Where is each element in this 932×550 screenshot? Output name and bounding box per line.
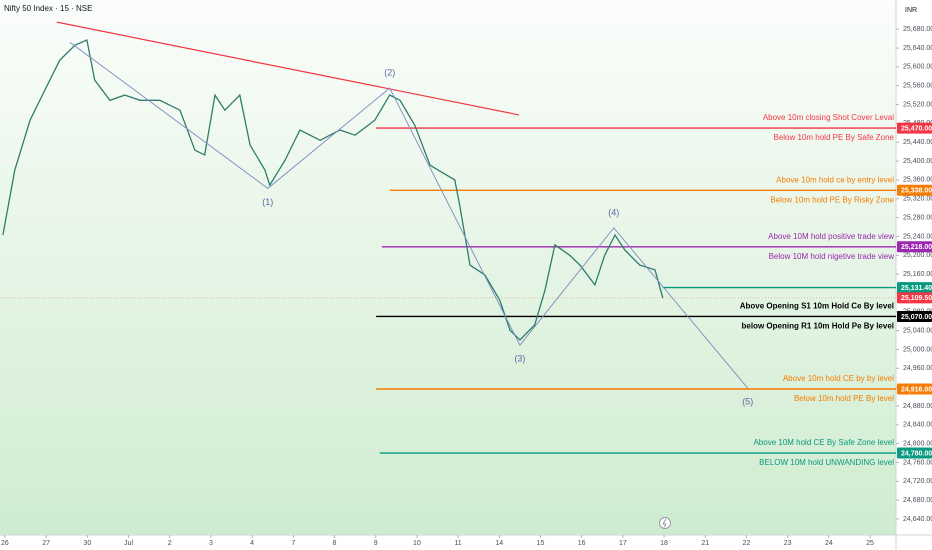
x-tick-label: 4 (250, 540, 254, 547)
price-badge (897, 184, 932, 196)
price-badge-label: 24,780.00 (901, 450, 932, 457)
y-tick-label: 25,360.00 (903, 177, 932, 184)
wave-line (69, 42, 749, 389)
price-badge (897, 122, 932, 134)
y-tick-label: 25,160.00 (903, 271, 932, 278)
x-tick-label: 27 (42, 540, 50, 547)
y-tick-label: 24,880.00 (903, 403, 932, 410)
x-tick-label: 16 (578, 540, 586, 547)
y-tick-label: 24,960.00 (903, 365, 932, 372)
price-badge-label: 24,916.00 (901, 386, 932, 393)
plot-background (0, 0, 896, 535)
level-note: Below 10m hold PE By Safe Zone (773, 133, 894, 142)
price-badge-label: 25,218.00 (901, 244, 932, 251)
x-tick-label: 23 (784, 540, 792, 547)
replay-icon (659, 517, 671, 529)
y-tick-label: 24,720.00 (903, 478, 932, 485)
y-tick-label: 25,520.00 (903, 101, 932, 108)
level-note: Above Opening S1 10m Hold Ce By level (740, 302, 894, 311)
trend-line (56, 21, 520, 116)
price-badge (897, 383, 932, 395)
price-badge (897, 241, 932, 253)
y-tick-label: 25,680.00 (903, 26, 932, 33)
price-badge (897, 310, 932, 322)
x-tick-label: 30 (83, 540, 91, 547)
y-tick-label: 25,040.00 (903, 327, 932, 334)
wave-label: (3) (514, 354, 525, 364)
price-badge-label: 25,070.00 (901, 314, 932, 321)
y-tick-label: 25,400.00 (903, 158, 932, 165)
level-note: Below 10m hold PE By Risky Zone (770, 195, 894, 204)
time-axis-panel (0, 535, 896, 550)
x-tick-label: 8 (333, 540, 337, 547)
x-tick-label: 3 (209, 540, 213, 547)
price-badge-label: 25,109.50 (901, 295, 932, 302)
level-note: below Opening R1 10m Hold Pe By level (742, 322, 894, 331)
wave-label: (4) (608, 207, 619, 217)
x-tick-label: 15 (537, 540, 545, 547)
x-tick-label: 18 (660, 540, 668, 547)
y-tick-label: 24,640.00 (903, 516, 932, 523)
level-note: Above 10m closing Shot Cover Leval (763, 113, 894, 122)
x-tick-label: 24 (825, 540, 833, 547)
x-tick-label: 10 (413, 540, 421, 547)
x-tick-label: 7 (291, 540, 295, 547)
level-note: Above 10m hold ce by entry level (776, 175, 894, 184)
price-line (2, 39, 664, 341)
y-tick-label: 25,280.00 (903, 214, 932, 221)
y-tick-label: 25,240.00 (903, 233, 932, 240)
level-note: BELOW 10M hold UNWANDING level (759, 458, 894, 467)
y-tick-label: 24,680.00 (903, 497, 932, 504)
level-note: Above 10M hold CE By Safe Zone level (753, 438, 894, 447)
y-tick-label: 25,000.00 (903, 346, 932, 353)
y-tick-label: 25,200.00 (903, 252, 932, 259)
wave-label: (1) (262, 197, 273, 207)
level-note: Below 10m hold PE By level (794, 394, 894, 403)
y-tick-label: 25,640.00 (903, 45, 932, 52)
price-badge (897, 282, 932, 294)
x-tick-label: 26 (1, 540, 9, 547)
y-tick-label: 24,800.00 (903, 440, 932, 447)
x-tick-label: Jul (124, 540, 133, 547)
x-tick-label: 25 (866, 540, 874, 547)
y-tick-label: 24,760.00 (903, 459, 932, 466)
y-tick-label: 25,320.00 (903, 196, 932, 203)
level-note: Below 10M hold nigetive trade view (769, 252, 895, 261)
y-tick-label: 24,840.00 (903, 422, 932, 429)
price-badge-label: 25,470.00 (901, 125, 932, 132)
price-badge (897, 292, 932, 304)
y-tick-label: 25,560.00 (903, 83, 932, 90)
x-tick-label: 21 (701, 540, 709, 547)
wave-label: (2) (384, 67, 395, 77)
level-note: Above 10M hold positive trade view (768, 232, 894, 241)
y-tick-label: 25,600.00 (903, 64, 932, 71)
x-tick-label: 22 (743, 540, 751, 547)
level-note: Above 10m hold CE by by level (783, 374, 894, 383)
x-tick-label: 2 (168, 540, 172, 547)
price-badge (897, 447, 932, 459)
wave-label: (5) (742, 396, 753, 406)
chart-title: Nifty 50 Index · 15 · NSE (4, 4, 92, 13)
x-tick-label: 11 (454, 540, 461, 547)
x-tick-label: 9 (374, 540, 378, 547)
x-tick-label: 17 (619, 540, 627, 547)
y-tick-label: 25,440.00 (903, 139, 932, 146)
x-tick-label: 14 (495, 540, 503, 547)
price-badge-label: 25,338.00 (901, 188, 932, 195)
price-badge-label: 25,131.40 (901, 285, 932, 292)
currency: INR (905, 7, 917, 14)
